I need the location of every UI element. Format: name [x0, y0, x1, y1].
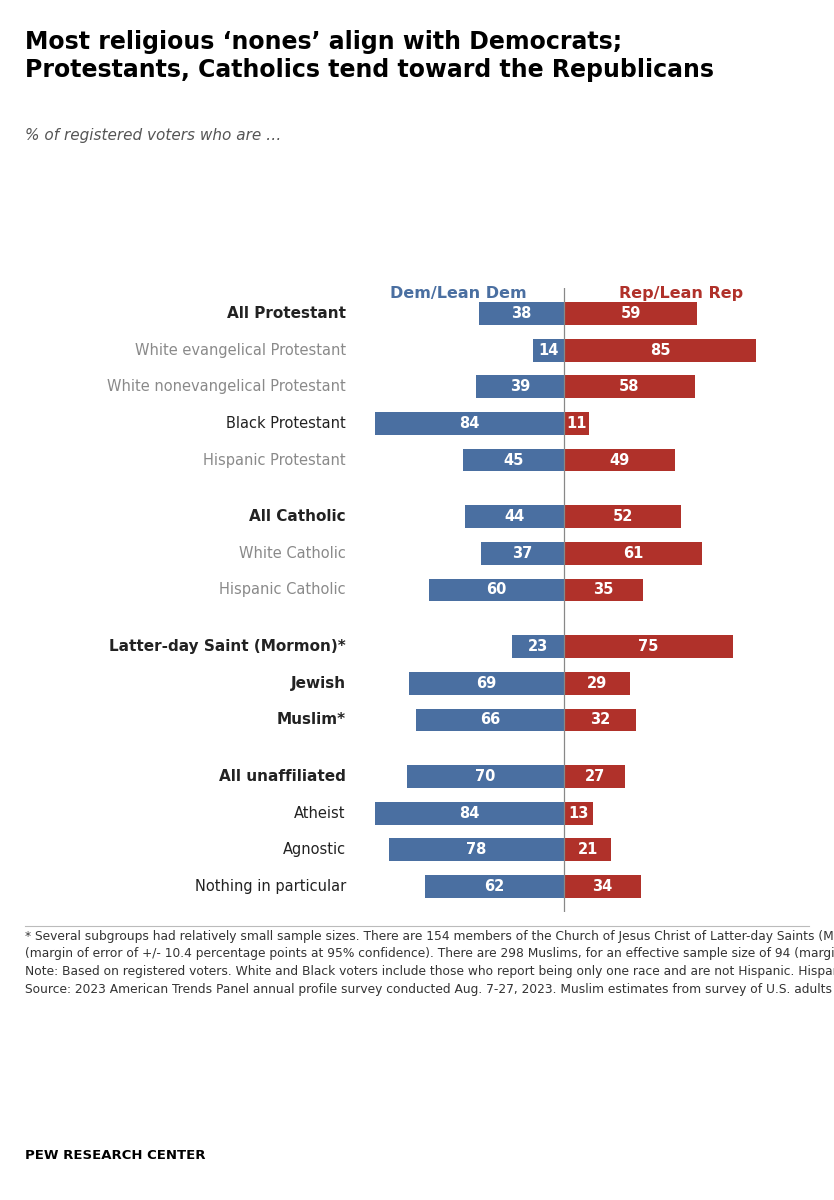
Text: 84: 84: [460, 416, 480, 431]
Bar: [512, 635, 564, 658]
Bar: [465, 505, 564, 528]
Bar: [481, 542, 564, 565]
Text: Most religious ‘nones’ align with Democrats;
Protestants, Catholics tend toward : Most religious ‘nones’ align with Democr…: [25, 30, 714, 82]
Text: 59: 59: [620, 306, 641, 322]
Text: 14: 14: [538, 343, 559, 358]
Bar: [375, 412, 564, 434]
Bar: [463, 449, 564, 472]
Text: 44: 44: [505, 509, 525, 524]
Bar: [476, 376, 564, 398]
Text: 60: 60: [486, 582, 507, 598]
Text: 13: 13: [569, 805, 589, 821]
Bar: [564, 449, 675, 472]
Text: 21: 21: [578, 842, 598, 857]
Text: 52: 52: [612, 509, 633, 524]
Text: 32: 32: [590, 713, 610, 727]
Text: Atheist: Atheist: [294, 805, 346, 821]
Text: 38: 38: [511, 306, 531, 322]
Bar: [415, 708, 564, 731]
Text: Agnostic: Agnostic: [283, 842, 346, 857]
Text: White nonevangelical Protestant: White nonevangelical Protestant: [107, 379, 346, 395]
Text: 49: 49: [610, 452, 630, 468]
Text: 58: 58: [620, 379, 640, 395]
Text: PEW RESEARCH CENTER: PEW RESEARCH CENTER: [25, 1148, 205, 1162]
Text: 37: 37: [512, 546, 533, 560]
Bar: [564, 708, 636, 731]
Text: 62: 62: [485, 878, 505, 894]
Bar: [409, 672, 564, 695]
Text: 61: 61: [623, 546, 643, 560]
Text: Dem/Lean Dem: Dem/Lean Dem: [390, 286, 527, 301]
Text: 34: 34: [592, 878, 613, 894]
Bar: [564, 376, 695, 398]
Bar: [564, 839, 611, 862]
Text: 45: 45: [504, 452, 524, 468]
Text: White Catholic: White Catholic: [239, 546, 346, 560]
Text: Rep/Lean Rep: Rep/Lean Rep: [619, 286, 743, 301]
Text: 78: 78: [466, 842, 486, 857]
Text: All Catholic: All Catholic: [249, 509, 346, 524]
Bar: [564, 505, 681, 528]
Text: 70: 70: [475, 769, 495, 784]
Text: Nothing in particular: Nothing in particular: [194, 878, 346, 894]
Bar: [425, 875, 564, 898]
Text: Jewish: Jewish: [291, 676, 346, 691]
Text: Latter-day Saint (Mormon)*: Latter-day Saint (Mormon)*: [109, 640, 346, 654]
Text: 29: 29: [587, 676, 607, 691]
Text: 85: 85: [650, 343, 671, 358]
Text: 66: 66: [480, 713, 500, 727]
Text: Hispanic Protestant: Hispanic Protestant: [203, 452, 346, 468]
Text: % of registered voters who are …: % of registered voters who are …: [25, 128, 281, 144]
Bar: [564, 766, 625, 788]
Text: Hispanic Catholic: Hispanic Catholic: [219, 582, 346, 598]
Bar: [564, 578, 643, 601]
Text: 35: 35: [594, 582, 614, 598]
Bar: [429, 578, 564, 601]
Text: 11: 11: [566, 416, 587, 431]
Bar: [564, 542, 701, 565]
Bar: [564, 802, 594, 824]
Bar: [564, 635, 733, 658]
Text: Muslim*: Muslim*: [277, 713, 346, 727]
Text: 27: 27: [585, 769, 605, 784]
Bar: [479, 302, 564, 325]
Bar: [564, 338, 756, 361]
Text: 69: 69: [476, 676, 496, 691]
Bar: [564, 672, 630, 695]
Text: 23: 23: [528, 640, 549, 654]
Text: Black Protestant: Black Protestant: [226, 416, 346, 431]
Bar: [564, 875, 641, 898]
Bar: [407, 766, 564, 788]
Text: 84: 84: [460, 805, 480, 821]
Text: * Several subgroups had relatively small sample sizes. There are 154 members of : * Several subgroups had relatively small…: [25, 930, 834, 996]
Bar: [564, 302, 697, 325]
Text: White evangelical Protestant: White evangelical Protestant: [134, 343, 346, 358]
Text: All unaffiliated: All unaffiliated: [219, 769, 346, 784]
Bar: [375, 802, 564, 824]
Bar: [564, 412, 589, 434]
Bar: [533, 338, 564, 361]
Bar: [389, 839, 564, 862]
Text: 39: 39: [510, 379, 530, 395]
Text: 75: 75: [639, 640, 659, 654]
Text: All Protestant: All Protestant: [227, 306, 346, 322]
